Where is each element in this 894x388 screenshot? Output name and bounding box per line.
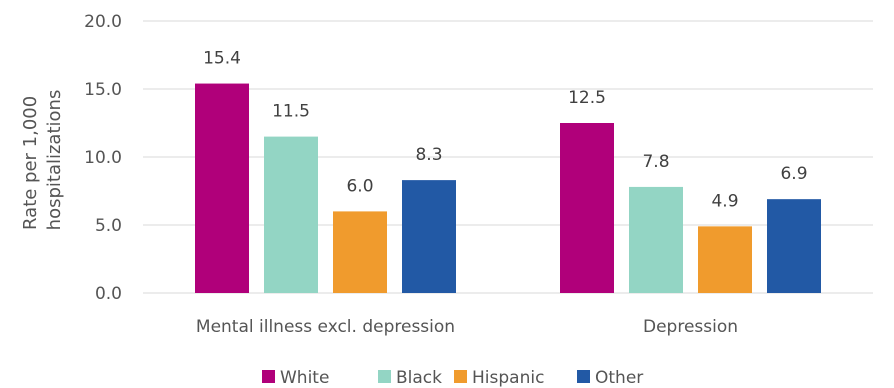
bar-hispanic-1 <box>698 226 752 293</box>
y-axis-title-line-2: hospitalizations <box>44 90 65 231</box>
legend-label: Hispanic <box>472 368 544 388</box>
legend-swatch <box>378 370 391 383</box>
data-label: 8.3 <box>415 145 442 165</box>
gridlines <box>143 20 873 294</box>
data-label: 15.4 <box>203 49 241 69</box>
data-label: 4.9 <box>711 191 738 211</box>
legend-item-other: Other <box>577 368 643 388</box>
y-tick-label: 20.0 <box>84 12 122 32</box>
y-axis-title-line-1: Rate per 1,000 <box>20 96 41 230</box>
legend-swatch <box>577 370 590 383</box>
category-labels: Mental illness excl. depression Depressio… <box>196 317 738 337</box>
bar-black-1 <box>629 186 683 293</box>
legend-item-white: White <box>262 368 329 388</box>
legend-item-hispanic: Hispanic <box>454 368 544 388</box>
bar-white-1 <box>560 123 614 293</box>
legend-label: Black <box>396 368 442 388</box>
y-tick-label: 10.0 <box>84 148 122 168</box>
bar-other-0 <box>402 180 456 293</box>
data-label: 11.5 <box>272 102 310 122</box>
data-label: 7.8 <box>642 152 669 172</box>
category-label: Mental illness excl. depression <box>196 317 455 337</box>
bar-black-0 <box>264 136 318 293</box>
legend-swatch <box>262 370 275 383</box>
data-labels: 15.4 11.5 6.0 8.3 12.5 7.8 4.9 6.9 <box>203 49 807 212</box>
data-label: 6.0 <box>346 176 373 196</box>
legend-item-black: Black <box>378 368 442 388</box>
data-label: 6.9 <box>780 164 807 184</box>
legend: White Black Hispanic Other <box>262 368 643 388</box>
legend-label: White <box>280 368 329 388</box>
y-tick-label: 5.0 <box>95 216 122 236</box>
y-axis-ticks: 0.0 5.0 10.0 15.0 20.0 <box>84 12 122 304</box>
legend-label: Other <box>595 368 643 388</box>
bar-hispanic-0 <box>333 211 387 293</box>
y-tick-label: 15.0 <box>84 80 122 100</box>
data-label: 12.5 <box>568 88 606 108</box>
bars <box>195 83 821 293</box>
bar-white-0 <box>195 83 249 293</box>
legend-swatch <box>454 370 467 383</box>
category-label: Depression <box>643 317 738 337</box>
y-axis-title: Rate per 1,000 hospitalizations <box>20 90 65 231</box>
y-tick-label: 0.0 <box>95 284 122 304</box>
bar-other-1 <box>767 199 821 293</box>
